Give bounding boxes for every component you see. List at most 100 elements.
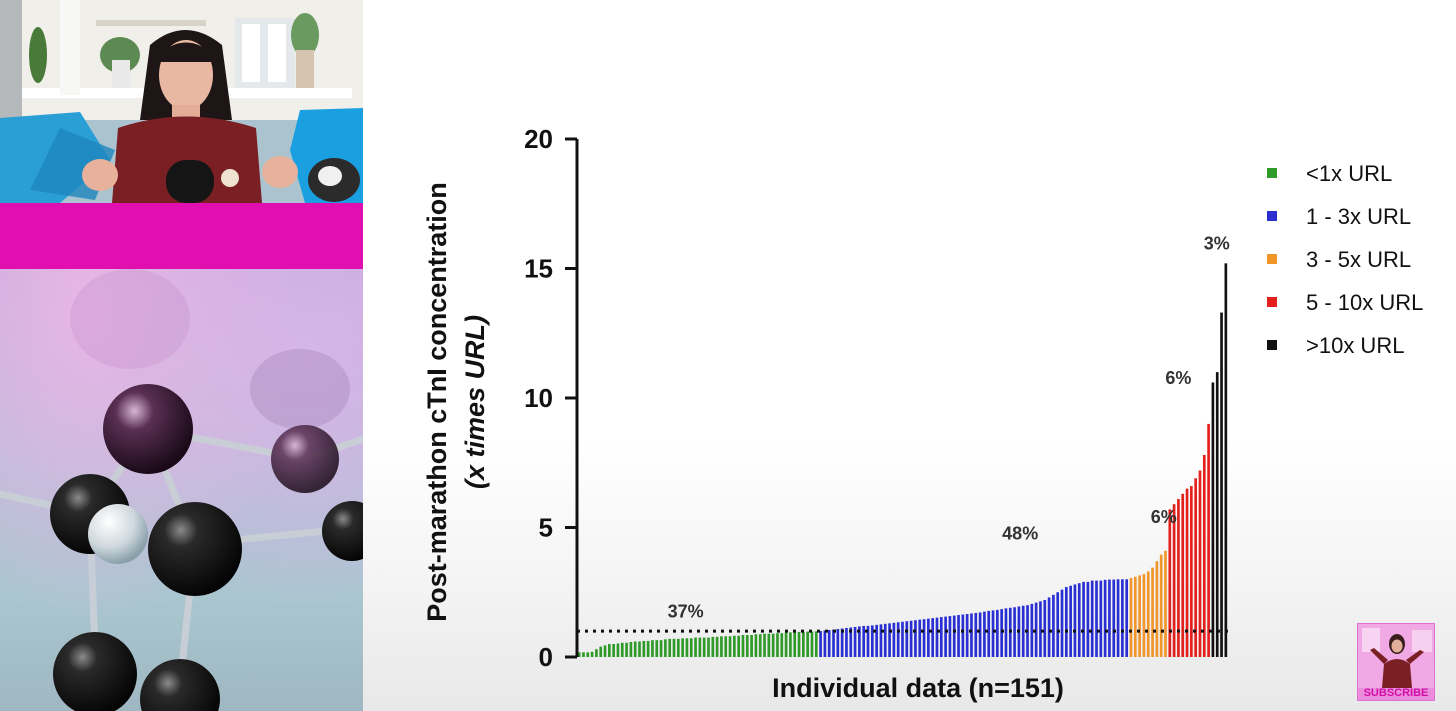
bar-50 [789, 632, 792, 657]
percentage-labels: 37% 48% 6% 6% 3% [668, 233, 1230, 621]
bar-107 [1034, 602, 1038, 657]
subscribe-button[interactable]: SUBSCRIBE [1357, 623, 1435, 701]
bar-70 [875, 624, 878, 657]
bar-21 [664, 639, 667, 657]
bar-76 [901, 621, 904, 657]
bar-123 [1103, 579, 1107, 657]
bar-126 [1116, 579, 1120, 657]
bar-116 [1073, 584, 1077, 657]
bar-104 [1021, 605, 1025, 657]
subscribe-thumbnail-icon [1358, 624, 1434, 688]
bar-44 [763, 633, 766, 657]
bar-99 [1000, 609, 1003, 657]
bar-24 [676, 638, 680, 657]
bar-89 [957, 615, 960, 657]
bar-28 [694, 637, 697, 657]
bar-151 [1224, 263, 1228, 657]
pct-label-series-4: 6% [1165, 368, 1191, 388]
bar-26 [685, 638, 689, 657]
bar-131 [1138, 575, 1141, 657]
bar-3 [586, 652, 590, 657]
pct-label-series-5: 3% [1204, 233, 1230, 253]
bar-5 [595, 649, 598, 657]
y-tick-label-0: 0 [539, 642, 553, 672]
legend-label-4: 5 - 10x URL [1306, 290, 1423, 315]
bar-149 [1215, 372, 1219, 657]
bar-30 [702, 637, 706, 657]
bar-17 [646, 640, 650, 657]
bar-135 [1155, 561, 1159, 657]
bar-82 [927, 618, 930, 657]
bar-16 [642, 640, 646, 657]
bar-40 [745, 634, 749, 657]
y-tick-label-10: 10 [524, 383, 553, 413]
legend-label-5: >10x URL [1306, 333, 1404, 358]
legend-swatch-2 [1267, 211, 1277, 221]
bar-10 [616, 643, 620, 657]
y-tick-label-20: 20 [524, 124, 553, 154]
pct-label-series-1: 37% [668, 601, 704, 621]
y-axis-title: Post-marathon cTnI concentration [422, 182, 452, 622]
bar-95 [983, 611, 986, 657]
bar-100 [1004, 608, 1008, 657]
legend-swatch-5 [1267, 340, 1277, 350]
presenter-image [0, 0, 363, 203]
bar-64 [849, 627, 853, 657]
bar-59 [827, 630, 831, 657]
bar-114 [1064, 587, 1068, 657]
bar-68 [866, 625, 870, 657]
bar-108 [1039, 601, 1042, 657]
bar-22 [668, 638, 672, 657]
bar-98 [996, 609, 999, 657]
bar-138 [1168, 509, 1172, 657]
bar-88 [952, 615, 956, 657]
bar-97 [991, 610, 995, 657]
pink-banner [0, 203, 363, 269]
bar-127 [1121, 579, 1124, 657]
bar-111 [1052, 594, 1055, 657]
bar-113 [1060, 589, 1064, 657]
bar-60 [832, 629, 835, 657]
bar-65 [853, 626, 857, 657]
bar-83 [931, 618, 935, 657]
bar-84 [935, 617, 939, 657]
bar-106 [1030, 603, 1034, 657]
bar-132 [1142, 574, 1146, 657]
bar-35 [724, 636, 728, 657]
bar-15 [638, 641, 641, 657]
bar-63 [845, 627, 848, 657]
bar-102 [1013, 607, 1016, 657]
bar-52 [797, 631, 801, 657]
pct-label-series-2: 48% [1002, 523, 1038, 543]
bar-62 [840, 628, 844, 657]
bar-37 [733, 635, 736, 657]
legend-swatch-4 [1267, 297, 1277, 307]
molecule-illustration [0, 269, 363, 711]
bar-61 [836, 629, 840, 657]
pct-label-series-3: 6% [1151, 507, 1177, 527]
bar-122 [1099, 580, 1103, 657]
bar-129 [1129, 578, 1133, 657]
bar-94 [978, 612, 982, 657]
bar-13 [629, 641, 633, 657]
bar-chart: 37% 48% 6% 6% 3% 0 5 10 15 20 <1x URL 1 - 3x URL 3… [422, 124, 1423, 703]
bar-38 [737, 635, 741, 657]
bar-11 [620, 642, 624, 657]
bar-23 [672, 638, 676, 657]
bar-115 [1069, 585, 1072, 657]
bar-78 [909, 620, 913, 657]
bar-54 [806, 631, 809, 657]
bar-31 [707, 637, 710, 657]
bar-71 [879, 624, 883, 657]
bar-4 [590, 651, 594, 657]
bar-72 [883, 623, 887, 657]
y-tick-label-15: 15 [524, 254, 553, 284]
bar-1 [577, 652, 581, 657]
legend-label-1: <1x URL [1306, 161, 1392, 186]
bar-25 [681, 638, 684, 657]
bar-140 [1177, 499, 1180, 657]
bar-81 [922, 619, 926, 657]
bars [577, 263, 1228, 657]
bar-136 [1159, 554, 1163, 657]
bar-124 [1108, 579, 1111, 657]
